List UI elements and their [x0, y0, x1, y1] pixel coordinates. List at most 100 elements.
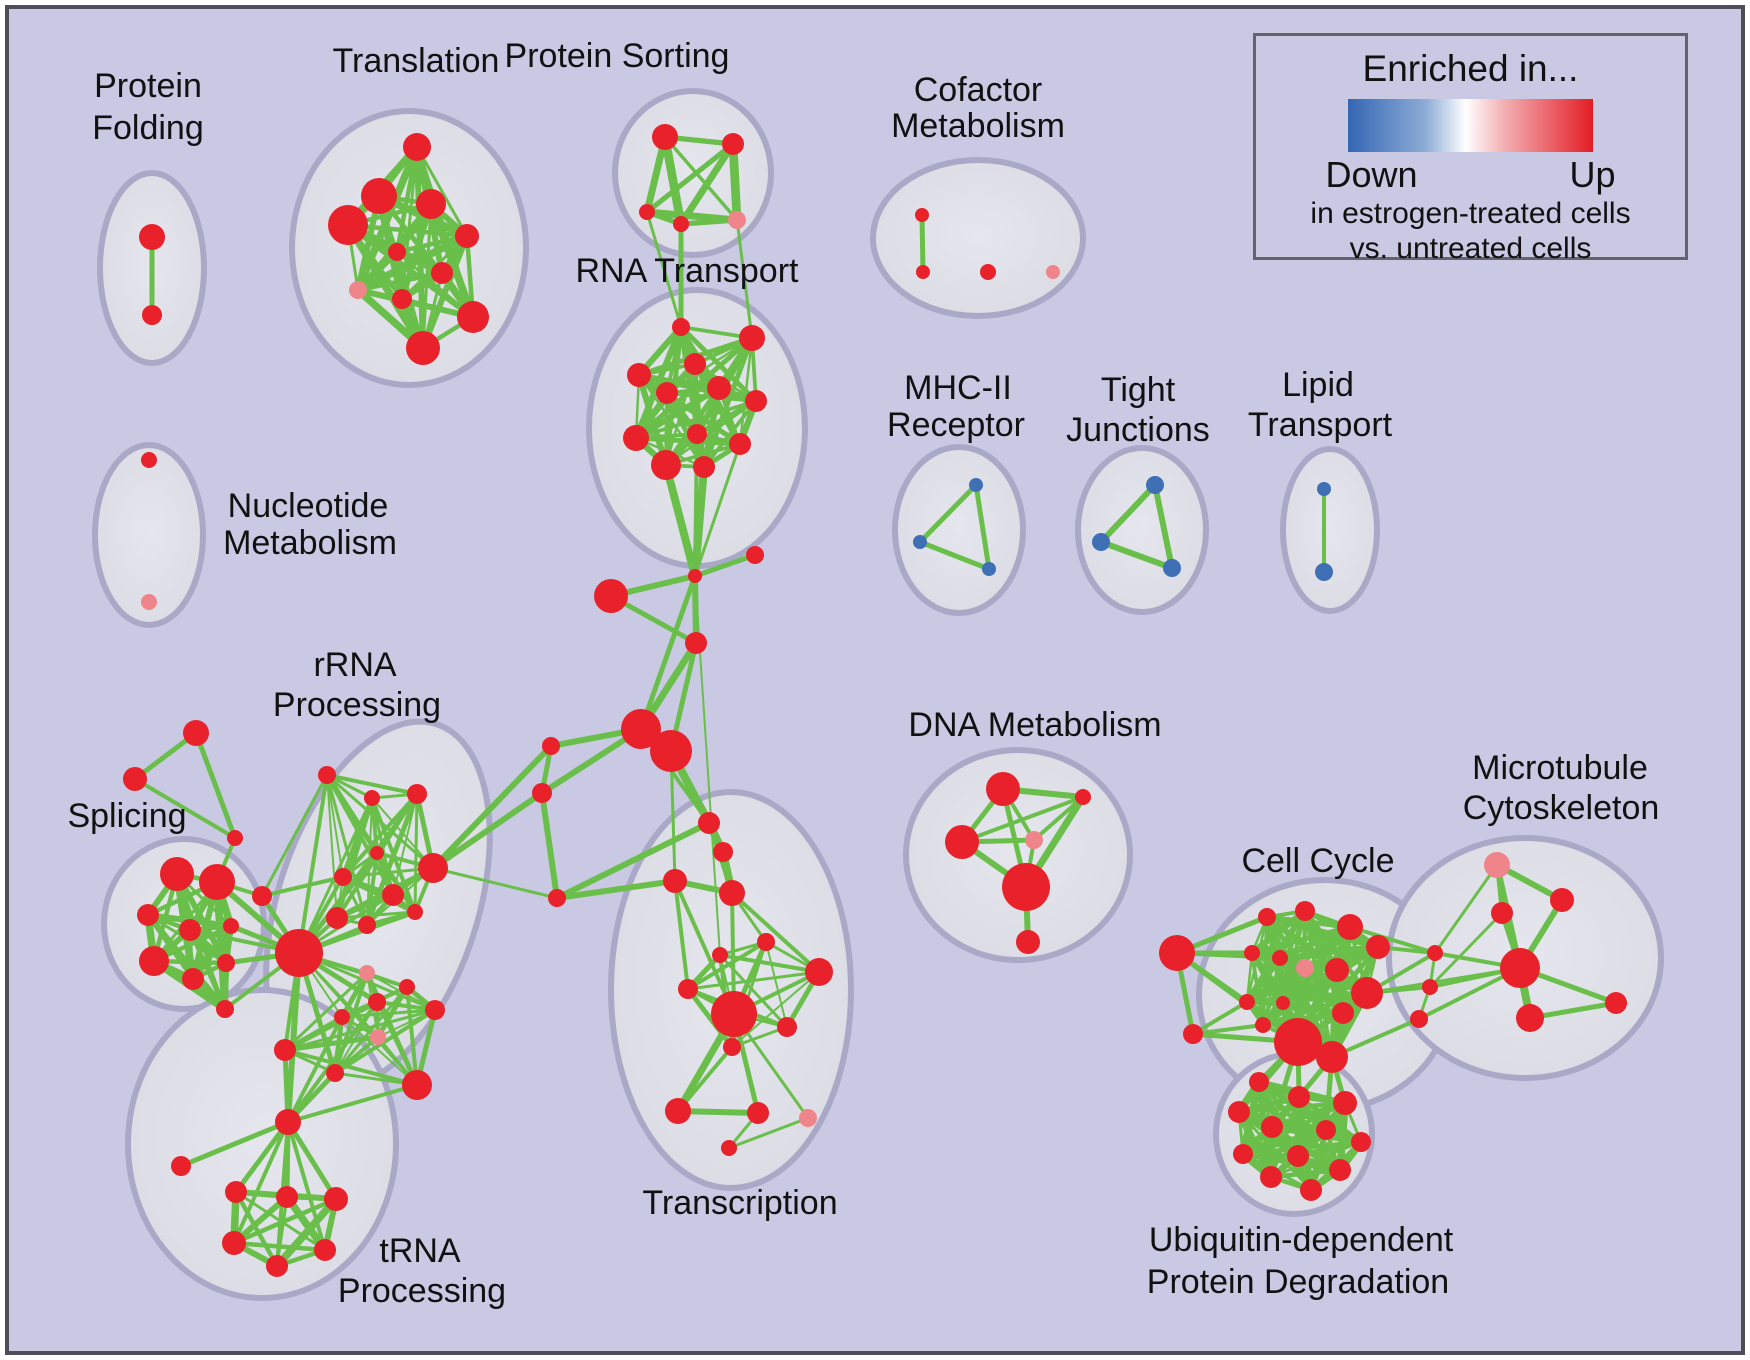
- network-edge-rrna-lower: [375, 1000, 419, 1087]
- network-node-rt5: [707, 376, 731, 400]
- network-node-tr11: [406, 331, 440, 365]
- network-node-mc2: [1422, 979, 1438, 995]
- cluster-label-tight-junctions-line1: Tight: [1101, 371, 1176, 409]
- network-edge: [554, 820, 712, 901]
- network-edge: [676, 1045, 734, 1113]
- cluster-label-microtubule-cytoskeleton-line1: Microtubule: [1472, 749, 1648, 787]
- network-node-ub6: [1316, 1120, 1336, 1140]
- network-node-tx4: [719, 880, 745, 906]
- network-edge: [554, 878, 678, 901]
- cluster-label-transcription: Transcription: [642, 1184, 837, 1222]
- network-edge-rna-transport: [637, 373, 706, 469]
- cluster-label-tight-junctions-line2: Junctions: [1066, 411, 1210, 449]
- network-node-tj3: [1163, 559, 1181, 577]
- cluster-ellipse-nucleotide-metabolism: [92, 442, 206, 628]
- network-edge-rrna-lower: [333, 1035, 380, 1075]
- network-node-tx13: [799, 1109, 817, 1127]
- network-node-rr9: [326, 907, 348, 929]
- network-edge: [1191, 1000, 1249, 1036]
- network-node-cc5: [1366, 935, 1390, 959]
- network-node-cc0: [1159, 935, 1195, 971]
- network-node-cc3: [1295, 901, 1315, 921]
- network-edge: [178, 1119, 291, 1169]
- network-edge: [1428, 911, 1504, 989]
- network-edge: [1365, 966, 1522, 995]
- network-node-ps5: [728, 211, 746, 229]
- network-node-cc4: [1337, 914, 1363, 940]
- network-node-tj2: [1092, 533, 1110, 551]
- network-edge-rrna-upper: [341, 792, 419, 879]
- network-edge: [669, 749, 677, 883]
- network-node-ch1: [688, 569, 702, 583]
- network-node-tn4: [222, 1231, 246, 1255]
- network-node-nm2: [141, 594, 157, 610]
- network-node-sp3: [137, 904, 159, 926]
- network-node-pf1: [139, 224, 165, 250]
- network-node-tr9: [392, 289, 412, 309]
- network-edge-transcription-core: [765, 941, 788, 1028]
- network-node-rt8: [623, 425, 649, 451]
- network-edge-cell-cycle: [1245, 968, 1339, 1004]
- network-node-rr11: [359, 965, 375, 981]
- network-node-rr7: [382, 884, 404, 906]
- network-edge: [193, 730, 238, 841]
- network-node-rt3: [684, 353, 706, 375]
- cluster-label-microtubule-cytoskeleton-line2: Cytoskeleton: [1463, 789, 1660, 827]
- cluster-label-mhc-ii-receptor-line1: MHC-II: [904, 369, 1012, 407]
- network-node-ub1: [1249, 1072, 1269, 1092]
- network-node-tr4: [328, 205, 368, 245]
- cluster-label-trna-processing-line1: tRNA: [379, 1232, 461, 1270]
- network-edge-rrna-lower: [283, 1048, 419, 1087]
- network-node-tx1: [698, 812, 720, 834]
- network-node-tx0: [548, 889, 566, 907]
- network-node-rt4: [627, 363, 651, 387]
- network-edge-transcription-core: [685, 986, 735, 1050]
- network-node-mt5: [1605, 992, 1627, 1014]
- network-node-rr13: [368, 993, 386, 1011]
- network-node-rt2: [739, 325, 765, 351]
- legend-box: Enriched in... Down Up in estrogen-treat…: [1253, 33, 1688, 265]
- network-node-rr4: [370, 846, 384, 860]
- cluster-label-ubiquitin-degradation-line2: Protein Degradation: [1147, 1263, 1449, 1301]
- cluster-ellipse-cofactor-metabolism: [870, 157, 1086, 319]
- network-node-tx10: [723, 1038, 741, 1056]
- cluster-label-lipid-transport-line2: Transport: [1248, 406, 1393, 444]
- network-edge-transcription-core: [731, 971, 820, 1048]
- network-node-tn6: [266, 1255, 288, 1277]
- network-node-mt3: [1491, 902, 1513, 924]
- cluster-label-nucleotide-metabolism-line1: Nucleotide: [228, 487, 389, 525]
- network-node-ub5: [1261, 1116, 1283, 1138]
- legend-title: Enriched in...: [1362, 48, 1579, 89]
- network-node-rr17: [326, 1064, 344, 1082]
- network-node-sp2: [199, 864, 235, 900]
- network-edge-rrna-lower: [283, 971, 369, 1052]
- network-edge: [260, 773, 329, 898]
- network-node-ps1: [652, 124, 678, 150]
- network-node-hub2: [275, 1109, 301, 1135]
- network-node-rt9: [687, 424, 707, 444]
- network-node-rt12: [693, 456, 715, 478]
- network-edge: [693, 432, 699, 578]
- network-node-tn2: [276, 1186, 298, 1208]
- network-edge-rrna-upper: [325, 773, 419, 796]
- network-edge-transcription-core: [686, 940, 768, 991]
- network-node-mc3: [1410, 1010, 1428, 1028]
- network-node-rt6: [656, 382, 678, 404]
- cluster-ellipse-tight-junctions: [1075, 445, 1209, 615]
- network-node-rr5: [334, 868, 352, 886]
- network-node-ub10: [1329, 1159, 1351, 1181]
- network-edge: [1098, 539, 1175, 571]
- network-edge: [431, 866, 559, 900]
- network-node-tr8: [349, 281, 367, 299]
- network-edge-cell-cycle: [1244, 965, 1308, 1005]
- network-node-ub3: [1333, 1091, 1357, 1115]
- network-node-cc11: [1255, 1017, 1271, 1033]
- network-node-mt2: [1550, 888, 1574, 912]
- network-edge: [673, 879, 736, 1016]
- network-node-rt1: [672, 318, 690, 336]
- network-node-tn1: [225, 1181, 247, 1203]
- network-edge: [917, 539, 992, 572]
- legend-up-label: Up: [1569, 154, 1616, 195]
- network-node-ps3: [639, 204, 655, 220]
- network-edge-cell-cycle: [1243, 954, 1284, 1006]
